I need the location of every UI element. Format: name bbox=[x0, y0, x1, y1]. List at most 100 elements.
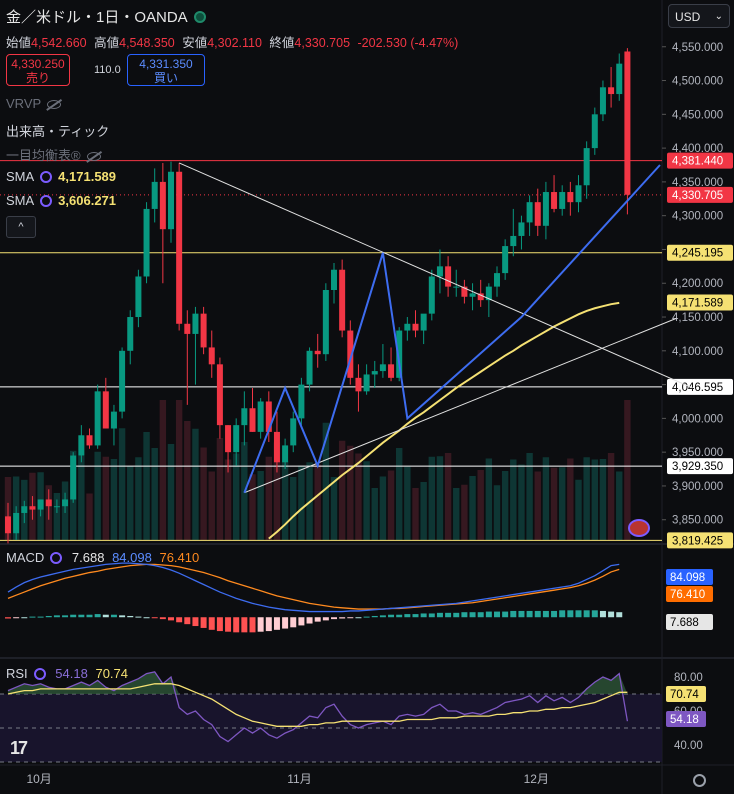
candle-body bbox=[624, 51, 631, 195]
price-tag bbox=[667, 378, 733, 395]
macd-histogram-bar bbox=[37, 616, 44, 618]
macd-histogram-bar bbox=[322, 617, 329, 621]
price-tag-label: 4,381.440 bbox=[672, 156, 723, 168]
candle-body bbox=[151, 181, 158, 209]
candle-body bbox=[70, 455, 77, 500]
candle-body bbox=[298, 384, 305, 419]
sell-button[interactable]: 4,330.250 売り bbox=[6, 54, 70, 86]
symbol-header[interactable]: 金／米ドル・1日・OANDA bbox=[6, 6, 206, 27]
buy-button[interactable]: 4,331.350 買い bbox=[127, 54, 205, 86]
macd-histogram-bar bbox=[599, 610, 606, 618]
candle-body bbox=[143, 208, 150, 277]
volume-bar bbox=[599, 459, 607, 540]
volume-bar bbox=[542, 457, 550, 540]
open-value: 4,542.660 bbox=[31, 36, 87, 50]
x-tick-label: 10月 bbox=[26, 772, 51, 786]
sma-settings-icon[interactable] bbox=[40, 171, 53, 183]
indicator-sma-2[interactable]: SMA 3,606.271 bbox=[6, 193, 116, 208]
candle-body bbox=[461, 286, 468, 297]
price-tag-label: 4,046.595 bbox=[672, 382, 723, 394]
candle-body bbox=[233, 425, 240, 453]
indicator-vrvp[interactable]: VRVP bbox=[6, 96, 62, 111]
macd-histogram-bar bbox=[583, 610, 590, 618]
pattern-line bbox=[243, 164, 661, 494]
candle-body bbox=[616, 63, 623, 95]
macd-histogram-bar bbox=[200, 617, 207, 628]
candle-body bbox=[591, 114, 598, 149]
rsi-overbought-fill bbox=[8, 671, 628, 694]
macd-histogram-bar bbox=[477, 612, 484, 618]
candle-body bbox=[583, 148, 590, 186]
volume-bar bbox=[355, 453, 362, 540]
macd-histogram-bar bbox=[184, 617, 191, 625]
hidden-eye-icon[interactable] bbox=[47, 100, 62, 109]
candle-body bbox=[363, 374, 370, 392]
candle-body bbox=[485, 286, 492, 301]
sma-line bbox=[268, 301, 620, 540]
macd-histogram-bar bbox=[453, 612, 460, 618]
candle-body bbox=[534, 202, 541, 226]
gear-icon[interactable] bbox=[693, 774, 706, 787]
open-label: 始値 bbox=[6, 36, 32, 50]
candle-body bbox=[559, 192, 566, 209]
macd-histogram-bar bbox=[273, 617, 280, 630]
macd-price-tag bbox=[666, 586, 713, 602]
volume-bar bbox=[510, 459, 517, 540]
candle-body bbox=[176, 171, 183, 324]
rsi-settings-icon[interactable] bbox=[33, 668, 46, 680]
low-value: 4,302.110 bbox=[207, 36, 262, 50]
currency-select[interactable]: USD ⌄ bbox=[668, 4, 730, 28]
y-tick-label: 3,850.000 bbox=[672, 515, 723, 527]
volume-bar bbox=[363, 461, 370, 540]
buy-price: 4,331.350 bbox=[139, 57, 193, 71]
volume-bar bbox=[444, 453, 452, 540]
macd-histogram-bar bbox=[159, 617, 166, 620]
candle-body bbox=[208, 347, 215, 365]
candle-body bbox=[551, 192, 558, 209]
volume-bar bbox=[78, 455, 85, 540]
price-tag-label: 3,819.425 bbox=[672, 535, 723, 547]
y-tick-label: 4,550.000 bbox=[672, 42, 723, 54]
macd-price-tag-label: 84.098 bbox=[670, 572, 705, 584]
volume-bar bbox=[469, 476, 476, 540]
volume-bar bbox=[298, 465, 305, 540]
macd-histogram-bar bbox=[78, 614, 85, 618]
macd-histogram-bar bbox=[502, 611, 509, 618]
us-flag-icon[interactable] bbox=[628, 519, 650, 537]
rsi-price-tag bbox=[666, 686, 706, 702]
macd-legend[interactable]: MACD 7.688 84.098 76.410 bbox=[6, 550, 199, 565]
macd-histogram-bar bbox=[461, 612, 468, 618]
indicator-sma-1[interactable]: SMA 4,171.589 bbox=[6, 169, 116, 184]
macd-histogram-bar bbox=[216, 617, 223, 632]
volume-bar bbox=[559, 467, 566, 540]
hidden-eye-icon[interactable] bbox=[86, 152, 101, 161]
macd-histogram-bar bbox=[420, 613, 427, 618]
macd-histogram-bar bbox=[21, 617, 28, 619]
candle-body bbox=[331, 269, 337, 290]
indicator-volume[interactable]: 出来高・ティック bbox=[6, 121, 109, 140]
macd-signal-value: 76.410 bbox=[159, 550, 200, 565]
indicator-ichimoku[interactable]: 一目均衡表® bbox=[6, 145, 101, 164]
price-tag bbox=[667, 294, 733, 311]
y-tick-label: 4,400.000 bbox=[672, 143, 723, 155]
high-label: 高値 bbox=[94, 36, 120, 50]
price-tag bbox=[667, 152, 733, 169]
volume-bar bbox=[314, 464, 321, 540]
collapse-legend-button[interactable]: ^ bbox=[6, 216, 36, 238]
candle-body bbox=[119, 350, 126, 412]
macd-histogram-bar bbox=[591, 610, 598, 618]
sma-settings-icon[interactable] bbox=[40, 195, 53, 207]
macd-histogram-bar bbox=[151, 617, 158, 619]
sma-1-value: 4,171.589 bbox=[58, 169, 117, 184]
macd-settings-icon[interactable] bbox=[50, 552, 63, 564]
volume-bar bbox=[371, 488, 378, 540]
rsi-legend[interactable]: RSI 54.18 70.74 bbox=[6, 666, 128, 681]
volume-bar bbox=[461, 484, 468, 540]
macd-histogram-bar bbox=[616, 612, 623, 618]
candle-body bbox=[241, 408, 248, 426]
candle-body bbox=[420, 313, 427, 331]
volume-bar bbox=[216, 438, 224, 540]
macd-histogram-bar bbox=[526, 610, 533, 618]
macd-histogram-bar bbox=[45, 615, 52, 618]
